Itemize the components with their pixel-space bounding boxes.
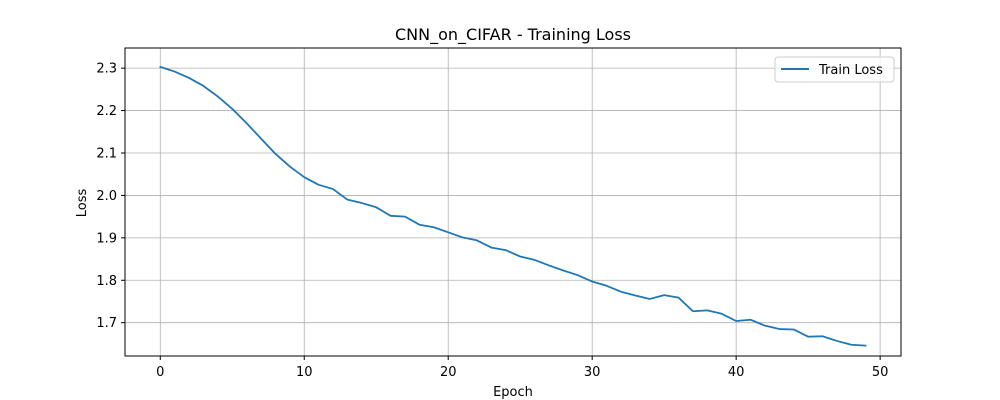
- data-point: [634, 294, 637, 297]
- data-point: [763, 324, 766, 327]
- data-point: [605, 284, 608, 287]
- data-point: [461, 236, 464, 239]
- data-point: [533, 258, 536, 261]
- data-point: [432, 226, 435, 229]
- data-point: [159, 65, 162, 68]
- y-tick-label: 1.8: [96, 274, 117, 289]
- x-tick-label: 20: [440, 365, 457, 380]
- data-point: [807, 335, 810, 338]
- x-axis-label: Epoch: [493, 385, 533, 400]
- legend-label-train-loss: Train Loss: [818, 63, 883, 78]
- legend: Train Loss: [774, 56, 895, 83]
- data-point: [274, 152, 277, 155]
- data-point: [389, 214, 392, 217]
- data-point: [476, 239, 479, 242]
- data-point: [691, 310, 694, 313]
- chart-title: CNN_on_CIFAR - Training Loss: [395, 25, 631, 45]
- data-point: [216, 95, 219, 98]
- x-tick-label: 30: [584, 365, 601, 380]
- data-point: [173, 70, 176, 73]
- series-layer: [159, 65, 867, 347]
- data-point: [735, 320, 738, 323]
- data-point: [821, 335, 824, 338]
- grid: [125, 48, 901, 356]
- data-point: [648, 297, 651, 300]
- data-point: [864, 344, 867, 347]
- x-axis: 0 10 20 30 40 50: [156, 356, 888, 380]
- data-point: [202, 84, 205, 87]
- data-point: [447, 231, 450, 234]
- x-tick-label: 40: [728, 365, 745, 380]
- data-point: [260, 137, 263, 140]
- y-tick-label: 2.0: [96, 189, 117, 204]
- data-point: [346, 198, 349, 201]
- data-point: [792, 328, 795, 331]
- data-point: [231, 107, 234, 110]
- data-point: [663, 294, 666, 297]
- data-point: [288, 165, 291, 168]
- series-line-train-loss: [159, 65, 867, 347]
- data-point: [749, 318, 752, 321]
- x-tick-label: 0: [156, 365, 164, 380]
- data-point: [547, 264, 550, 267]
- data-point: [850, 343, 853, 346]
- data-point: [317, 183, 320, 186]
- x-tick-label: 10: [296, 365, 313, 380]
- data-point: [519, 255, 522, 258]
- data-point: [835, 339, 838, 342]
- data-point: [677, 296, 680, 299]
- y-tick-label: 1.9: [96, 231, 117, 246]
- y-tick-label: 2.2: [96, 104, 117, 119]
- data-point: [303, 176, 306, 179]
- y-tick-label: 2.3: [96, 62, 117, 77]
- plot-frame: [124, 47, 902, 357]
- data-point: [360, 202, 363, 205]
- x-tick-label: 50: [872, 365, 889, 380]
- data-point: [706, 309, 709, 312]
- y-tick-label: 1.7: [96, 316, 117, 331]
- data-point: [562, 269, 565, 272]
- data-point: [591, 280, 594, 283]
- data-point: [418, 223, 421, 226]
- data-point: [375, 206, 378, 209]
- y-tick-label: 2.1: [96, 147, 117, 162]
- data-point: [778, 328, 781, 331]
- y-axis: 1.7 1.8 1.9 2.0 2.1 2.2 2.3: [96, 62, 125, 331]
- data-point: [332, 188, 335, 191]
- data-point: [188, 76, 191, 79]
- data-point: [504, 249, 507, 252]
- data-point: [619, 290, 622, 293]
- data-point: [576, 274, 579, 277]
- legend-box: [774, 56, 895, 83]
- data-point: [404, 215, 407, 218]
- data-point: [245, 122, 248, 125]
- y-axis-label: Loss: [75, 189, 90, 218]
- data-point: [490, 246, 493, 249]
- data-point: [720, 312, 723, 315]
